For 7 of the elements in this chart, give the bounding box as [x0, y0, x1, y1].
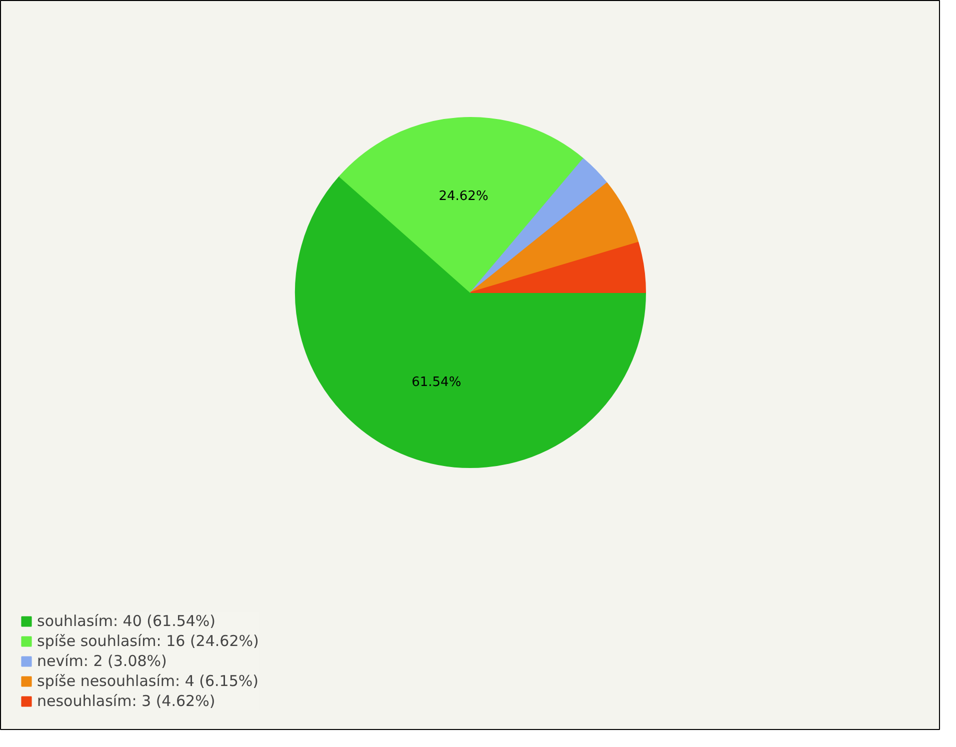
legend-label: nevím: 2 (3.08%): [37, 652, 167, 670]
legend-label: spíše souhlasím: 16 (24.62%): [37, 632, 259, 650]
legend-label: spíše nesouhlasím: 4 (6.15%): [37, 672, 258, 690]
data-label: 24.62%: [438, 189, 488, 204]
legend-label: nesouhlasím: 3 (4.62%): [37, 692, 216, 710]
data-label: 61.54%: [412, 375, 462, 390]
legend-label: souhlasím: 40 (61.54%): [37, 612, 216, 630]
